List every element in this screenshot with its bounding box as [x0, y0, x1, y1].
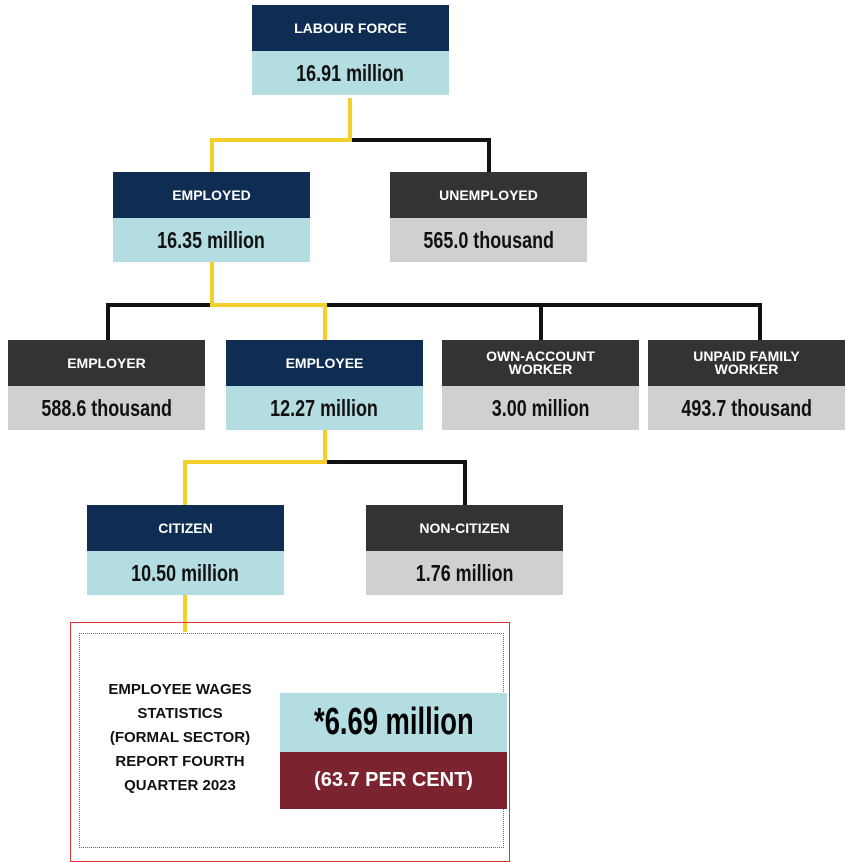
wages-box: EMPLOYEE WAGES STATISTICS (FORMAL SECTOR) R…	[70, 622, 510, 862]
node-value: 12.27 million	[270, 394, 379, 421]
node-header: EMPLOYED	[113, 172, 310, 218]
node-header: UNPAID FAMILY WORKER	[648, 340, 845, 386]
node-title: EMPLOYER	[67, 354, 146, 371]
node-title: LABOUR FORCE	[294, 19, 407, 36]
connector	[350, 138, 491, 172]
node: LABOUR FORCE 16.91 million	[252, 5, 449, 95]
wages-share: (63.7 PER CENT)	[280, 752, 507, 809]
node-value-box: 16.35 million	[113, 218, 310, 262]
path-highlight	[183, 428, 327, 505]
wages-label-line: EMPLOYEE WAGES	[108, 681, 252, 698]
node-title: EMPLOYEE	[285, 354, 364, 371]
node-value-box: 493.7 thousand	[648, 386, 845, 430]
path-highlight	[210, 262, 327, 340]
node-header: EMPLOYEE	[226, 340, 423, 386]
wages-label-line: QUARTER 2023	[124, 777, 236, 794]
node-header: LABOUR FORCE	[252, 5, 449, 51]
node-value-box: 12.27 million	[226, 386, 423, 430]
node-header: NON-CITIZEN	[366, 505, 563, 551]
path-highlight	[210, 98, 352, 172]
node-value: 16.35 million	[157, 226, 266, 253]
yellow-lines	[183, 98, 352, 632]
node: NON-CITIZEN 1.76 million	[366, 505, 563, 595]
node-title: NON-CITIZEN	[419, 519, 510, 536]
black-lines	[106, 138, 762, 505]
node-title: UNEMPLOYED	[439, 186, 538, 203]
node: EMPLOYEE 12.27 million	[226, 340, 423, 430]
node: UNEMPLOYED 565.0 thousand	[390, 172, 587, 262]
node-title: EMPLOYED	[172, 186, 251, 203]
node: UNPAID FAMILY WORKER 493.7 thousand	[648, 340, 845, 430]
node-value-box: 10.50 million	[87, 551, 284, 595]
wages-label-line: (FORMAL SECTOR)	[109, 729, 251, 746]
node-value: 16.91 million	[296, 59, 405, 86]
wages-value: *6.69 million	[280, 693, 507, 752]
node: EMPLOYER 588.6 thousand	[8, 340, 205, 430]
node-value-box: 1.76 million	[366, 551, 563, 595]
node-title: CITIZEN	[158, 519, 213, 536]
wages-label: EMPLOYEE WAGES STATISTICS (FORMAL SECTOR) R…	[80, 678, 280, 798]
node-header: UNEMPLOYED	[390, 172, 587, 218]
node-value: 588.6 thousand	[41, 394, 172, 421]
node-value: 10.50 million	[131, 559, 240, 586]
wages-label-line: REPORT FOURTH	[115, 753, 245, 770]
node-value: 3.00 million	[491, 394, 590, 421]
node-value: 565.0 thousand	[423, 226, 554, 253]
wages-inner: EMPLOYEE WAGES STATISTICS (FORMAL SECTOR) R…	[79, 633, 507, 848]
node-value-box: 3.00 million	[442, 386, 639, 430]
node-title: OWN-ACCOUNT WORKER	[486, 348, 595, 377]
node-value: 493.7 thousand	[681, 394, 812, 421]
wages-value-text: *6.69 million	[313, 701, 474, 743]
node: OWN-ACCOUNT WORKER 3.00 million	[442, 340, 639, 430]
node-title: UNPAID FAMILY WORKER	[693, 348, 800, 377]
node-value-box: 565.0 thousand	[390, 218, 587, 262]
connector	[325, 460, 467, 505]
node-value-box: 16.91 million	[252, 51, 449, 95]
node: EMPLOYED 16.35 million	[113, 172, 310, 262]
node-header: CITIZEN	[87, 505, 284, 551]
node-value-box: 588.6 thousand	[8, 386, 205, 430]
wages-label-line: STATISTICS	[137, 705, 223, 722]
connector	[106, 303, 762, 340]
node: CITIZEN 10.50 million	[87, 505, 284, 595]
node-value: 1.76 million	[415, 559, 514, 586]
node-header: OWN-ACCOUNT WORKER	[442, 340, 639, 386]
node-header: EMPLOYER	[8, 340, 205, 386]
